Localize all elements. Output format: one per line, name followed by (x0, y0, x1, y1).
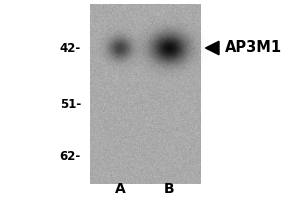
Text: B: B (164, 182, 175, 196)
Text: 51-: 51- (60, 98, 81, 110)
Polygon shape (206, 41, 219, 55)
Text: AP3M1: AP3M1 (225, 40, 282, 55)
Text: 62-: 62- (60, 150, 81, 162)
Bar (90, 4, 201, 184)
Text: A: A (115, 182, 125, 196)
Text: 42-: 42- (60, 42, 81, 54)
